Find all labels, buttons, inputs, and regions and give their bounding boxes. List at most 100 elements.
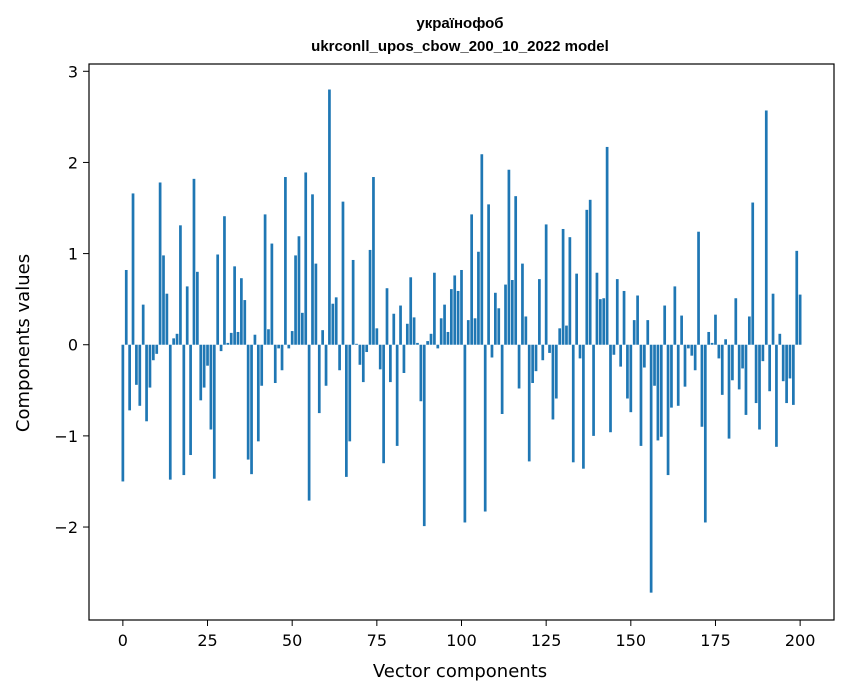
bar	[304, 172, 308, 345]
bar	[121, 344, 125, 482]
bar	[385, 288, 389, 345]
bar	[477, 251, 480, 345]
bar	[592, 344, 595, 436]
y-axis-label: Components values	[13, 254, 34, 432]
bar	[714, 314, 717, 345]
y-tick-label: −1	[54, 427, 78, 446]
bar	[243, 300, 247, 345]
bar	[165, 293, 169, 345]
x-tick-label: 50	[282, 631, 302, 650]
bar	[521, 263, 524, 345]
bar	[409, 277, 413, 345]
bar	[683, 344, 687, 387]
bar	[382, 344, 385, 464]
bar	[135, 344, 138, 385]
bar	[544, 224, 548, 345]
bar	[680, 315, 683, 345]
bar	[273, 344, 277, 384]
bar	[280, 344, 284, 371]
bar	[538, 279, 541, 345]
bar	[358, 344, 362, 365]
bar	[643, 344, 646, 368]
bar	[646, 320, 650, 345]
bar	[209, 344, 213, 430]
bar	[162, 255, 165, 345]
bar	[405, 323, 409, 345]
bar	[331, 303, 335, 345]
bar	[612, 344, 616, 355]
bar	[446, 331, 450, 345]
bar	[365, 344, 369, 353]
bar	[636, 295, 639, 345]
bar	[229, 332, 233, 345]
bar	[497, 308, 501, 345]
bar	[168, 344, 172, 480]
bar	[314, 263, 318, 345]
bar	[697, 231, 700, 345]
bar	[202, 344, 206, 388]
bar	[775, 344, 778, 447]
bar	[626, 344, 629, 399]
bar	[212, 344, 216, 479]
bar	[361, 344, 365, 383]
bar	[639, 344, 643, 446]
bar	[731, 344, 734, 381]
bar	[554, 344, 558, 399]
bar	[707, 331, 711, 345]
bar	[456, 290, 460, 345]
bar	[734, 298, 738, 345]
bar	[338, 344, 341, 371]
bar	[389, 344, 392, 383]
bar	[798, 294, 802, 345]
bar	[659, 344, 663, 437]
bar	[788, 344, 792, 379]
bar	[324, 344, 328, 386]
bar	[175, 333, 179, 345]
bar	[466, 320, 470, 345]
bar	[673, 286, 677, 345]
bar	[768, 344, 772, 392]
bar	[412, 317, 416, 345]
bar	[300, 312, 304, 345]
bar	[246, 344, 250, 460]
bar	[328, 89, 331, 345]
bar	[460, 269, 463, 345]
bar	[582, 344, 585, 469]
bar	[131, 193, 135, 345]
bar	[785, 344, 788, 404]
bar	[399, 305, 402, 345]
bar	[297, 236, 301, 345]
bar	[172, 338, 176, 345]
bar	[585, 209, 589, 345]
chart-subtitle: ukrconll_upos_cbow_200_10_2022 model	[311, 38, 609, 55]
bar	[199, 344, 203, 401]
x-tick-label: 200	[785, 631, 816, 650]
x-axis-ticks: 0 25 50 75 100 125 150 175 200	[118, 620, 816, 650]
bar	[649, 344, 653, 593]
bar	[392, 313, 396, 345]
bar	[737, 344, 741, 390]
bar	[395, 344, 399, 446]
bar	[687, 344, 690, 349]
bar	[510, 280, 514, 345]
bar	[219, 344, 223, 352]
bar	[453, 275, 457, 345]
bar	[571, 344, 575, 463]
bar	[490, 344, 494, 358]
bar	[795, 250, 799, 345]
bar	[138, 344, 142, 406]
bar	[710, 342, 714, 345]
bar	[378, 344, 382, 370]
y-tick-label: 2	[68, 153, 78, 172]
bar	[568, 237, 572, 345]
x-tick-label: 125	[531, 631, 562, 650]
bar	[317, 344, 321, 414]
bar	[670, 344, 673, 408]
bar	[226, 342, 230, 345]
y-tick-label: 3	[68, 62, 78, 81]
bar	[158, 182, 162, 345]
bar	[751, 202, 755, 345]
bar	[676, 344, 680, 406]
bar	[619, 344, 623, 367]
